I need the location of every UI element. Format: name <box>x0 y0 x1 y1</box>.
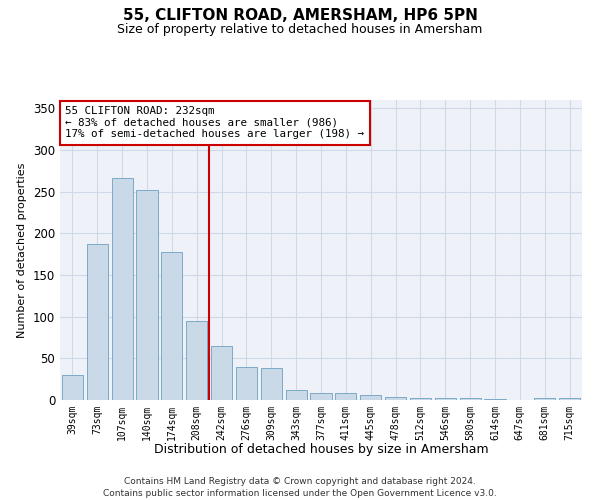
Y-axis label: Number of detached properties: Number of detached properties <box>17 162 28 338</box>
Bar <box>87 244 108 400</box>
Text: Contains HM Land Registry data © Crown copyright and database right 2024.
Contai: Contains HM Land Registry data © Crown c… <box>103 476 497 498</box>
Bar <box>460 398 481 400</box>
Text: 55, CLIFTON ROAD, AMERSHAM, HP6 5PN: 55, CLIFTON ROAD, AMERSHAM, HP6 5PN <box>122 8 478 22</box>
Bar <box>310 392 332 400</box>
Bar <box>186 321 207 400</box>
Bar <box>211 346 232 400</box>
Bar <box>534 398 555 400</box>
Bar <box>484 399 506 400</box>
Text: Distribution of detached houses by size in Amersham: Distribution of detached houses by size … <box>154 442 488 456</box>
Bar <box>410 398 431 400</box>
Bar <box>161 252 182 400</box>
Bar <box>286 390 307 400</box>
Bar <box>385 396 406 400</box>
Bar <box>360 395 381 400</box>
Bar <box>62 375 83 400</box>
Bar <box>261 368 282 400</box>
Text: Size of property relative to detached houses in Amersham: Size of property relative to detached ho… <box>118 22 482 36</box>
Bar <box>559 398 580 400</box>
Bar <box>335 394 356 400</box>
Bar <box>236 366 257 400</box>
Bar <box>112 178 133 400</box>
Bar <box>435 398 456 400</box>
Text: 55 CLIFTON ROAD: 232sqm
← 83% of detached houses are smaller (986)
17% of semi-d: 55 CLIFTON ROAD: 232sqm ← 83% of detache… <box>65 106 364 139</box>
Bar <box>136 190 158 400</box>
